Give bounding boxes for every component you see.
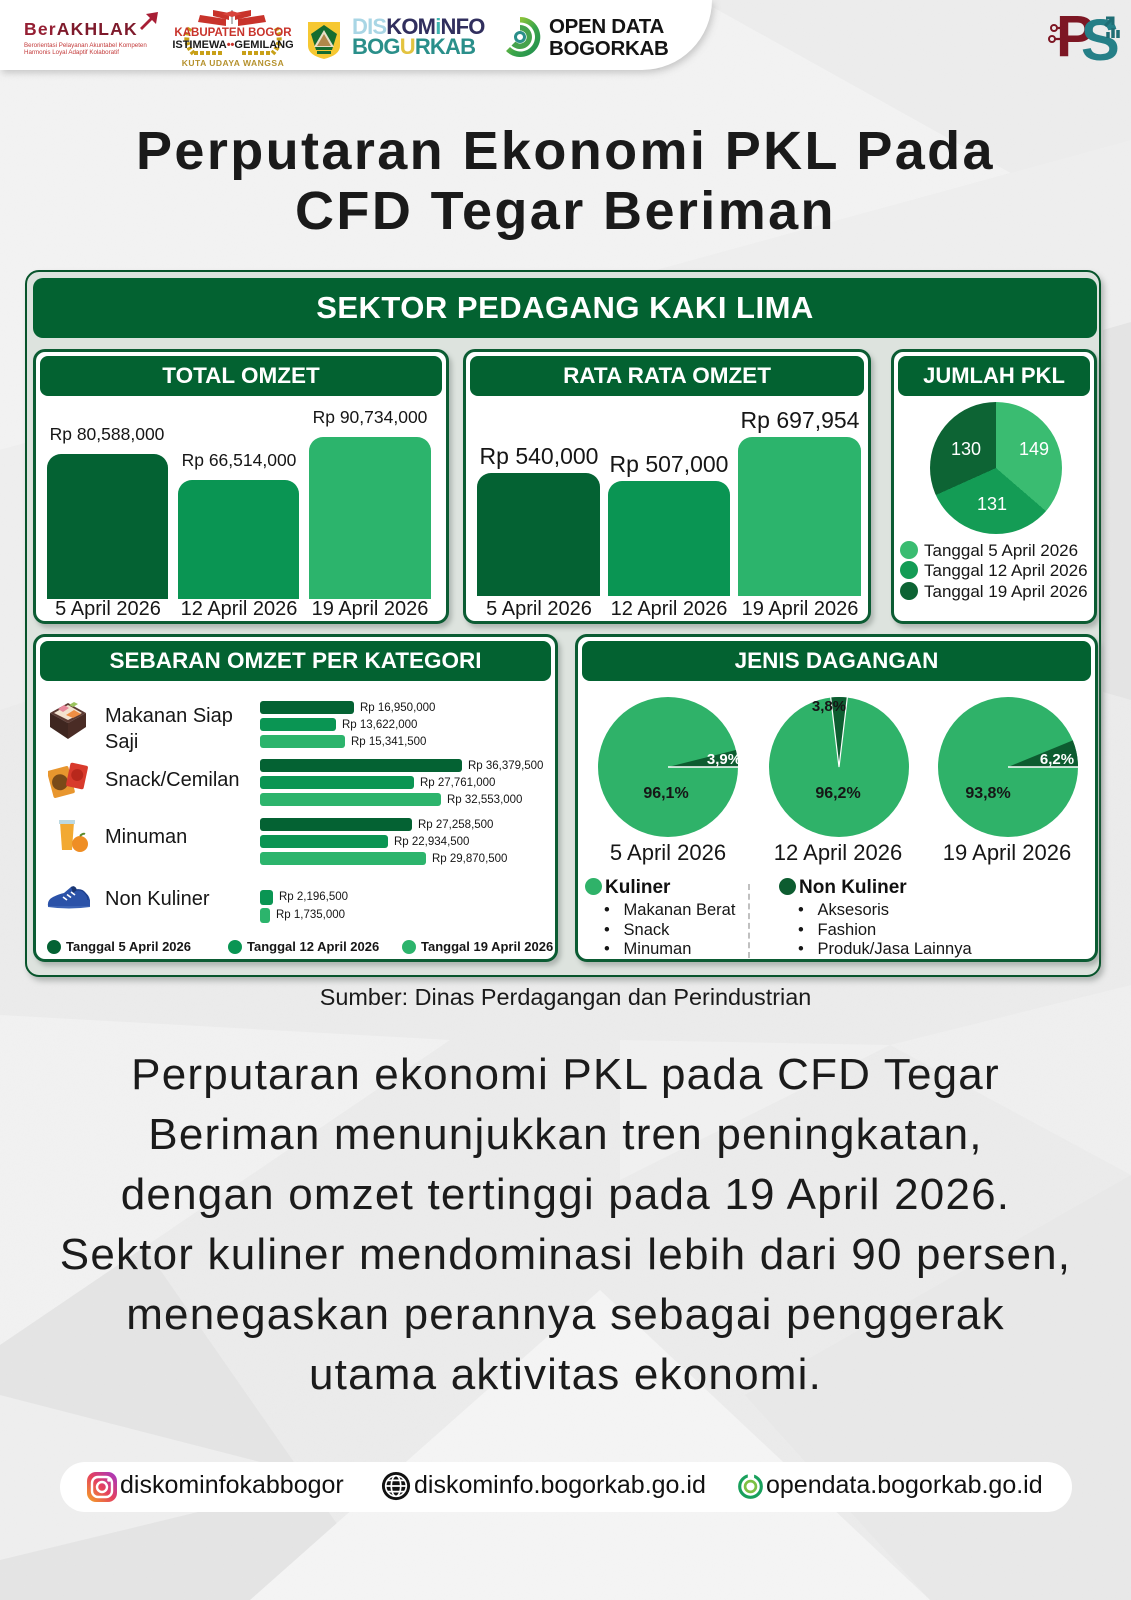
svg-text:ISTIMEWA••GEMILANG: ISTIMEWA••GEMILANG — [172, 39, 293, 51]
svg-text:KABUPATEN BOGOR: KABUPATEN BOGOR — [174, 27, 292, 39]
svg-text:P: P — [1056, 6, 1095, 68]
svg-text:KUTA UDAYA WANGSA: KUTA UDAYA WANGSA — [182, 58, 284, 68]
